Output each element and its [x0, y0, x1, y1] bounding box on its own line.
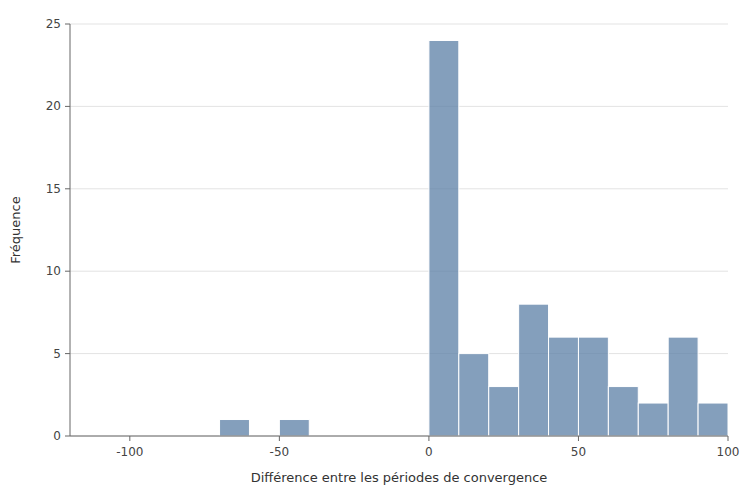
- y-tick-label: 10: [46, 264, 61, 278]
- grid-line: [70, 436, 728, 437]
- x-tick: [578, 436, 579, 441]
- histogram-bar: [459, 354, 489, 436]
- histogram-bar: [519, 304, 549, 436]
- y-tick-label: 0: [53, 429, 61, 443]
- grid-line: [70, 353, 728, 354]
- y-tick: [65, 24, 70, 25]
- x-tick-label: 0: [425, 445, 433, 459]
- x-tick: [129, 436, 130, 441]
- y-tick-label: 20: [46, 99, 61, 113]
- histogram-bar: [608, 387, 638, 436]
- y-tick: [65, 271, 70, 272]
- histogram-bar: [578, 337, 608, 436]
- y-axis-line: [70, 24, 71, 436]
- histogram-bar: [279, 420, 309, 436]
- histogram-bar: [489, 387, 519, 436]
- histogram-bar: [638, 403, 668, 436]
- grid-line: [70, 24, 728, 25]
- axes: -100 -50 0 50 100 0 5 10 15 20 25: [46, 17, 740, 459]
- x-tick-label: -50: [270, 445, 290, 459]
- y-tick: [65, 106, 70, 107]
- chart: -100 -50 0 50 100 0 5 10 15 20 25 Différence entre …: [0, 0, 756, 498]
- histogram-bar: [668, 337, 698, 436]
- histogram-bar: [698, 403, 728, 436]
- y-tick: [65, 436, 70, 437]
- y-tick-label: 15: [46, 182, 61, 196]
- x-axis-label: Différence entre les périodes de converg…: [251, 470, 548, 485]
- x-tick-label: 100: [717, 445, 740, 459]
- y-tick: [65, 353, 70, 354]
- histogram-bar: [429, 40, 459, 436]
- histogram-bar: [549, 337, 579, 436]
- x-tick: [728, 436, 729, 441]
- histogram-bar: [220, 420, 250, 436]
- y-axis-label: Fréquence: [8, 196, 23, 263]
- x-tick: [428, 436, 429, 441]
- bars: [220, 40, 728, 436]
- y-tick: [65, 188, 70, 189]
- y-tick-label: 25: [46, 17, 61, 31]
- x-tick-label: 50: [571, 445, 586, 459]
- x-tick: [279, 436, 280, 441]
- grid-line: [70, 106, 728, 107]
- grid: [70, 24, 728, 436]
- x-tick-label: -100: [116, 445, 143, 459]
- grid-line: [70, 188, 728, 189]
- grid-line: [70, 271, 728, 272]
- y-tick-label: 5: [53, 347, 61, 361]
- x-axis-line: [70, 436, 728, 437]
- chart-container: -100 -50 0 50 100 0 5 10 15 20 25 Différence entre …: [0, 0, 756, 498]
